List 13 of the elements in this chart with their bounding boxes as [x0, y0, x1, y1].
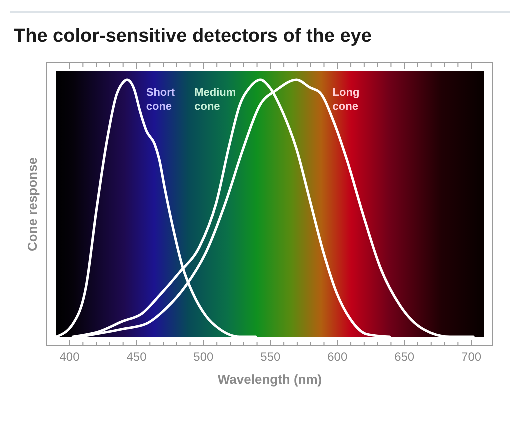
x-tick-label: 550 — [260, 350, 281, 364]
series-label: Long cone — [332, 87, 360, 113]
x-tick-label: 650 — [394, 350, 415, 364]
x-axis-title: Wavelength (nm) — [218, 372, 322, 387]
series-label: Medium cone — [194, 87, 236, 113]
x-tick-label: 500 — [194, 350, 214, 364]
series-label: Short cone — [146, 87, 176, 113]
x-tick-label: 400 — [60, 350, 80, 364]
y-axis-title: Cone response — [25, 158, 40, 252]
chart-title: The color-sensitive detectors of the eye — [14, 26, 372, 47]
x-tick-label: 600 — [328, 350, 348, 364]
x-tick-label: 450 — [126, 350, 148, 364]
x-tick-label: 700 — [462, 350, 482, 364]
